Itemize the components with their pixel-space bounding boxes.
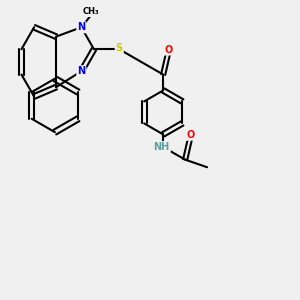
Text: N: N: [77, 66, 86, 76]
Text: S: S: [116, 43, 123, 53]
Text: O: O: [164, 45, 172, 55]
Text: N: N: [77, 22, 86, 32]
Text: CH₃: CH₃: [83, 7, 100, 16]
Text: NH: NH: [154, 142, 170, 152]
Text: O: O: [186, 130, 194, 140]
